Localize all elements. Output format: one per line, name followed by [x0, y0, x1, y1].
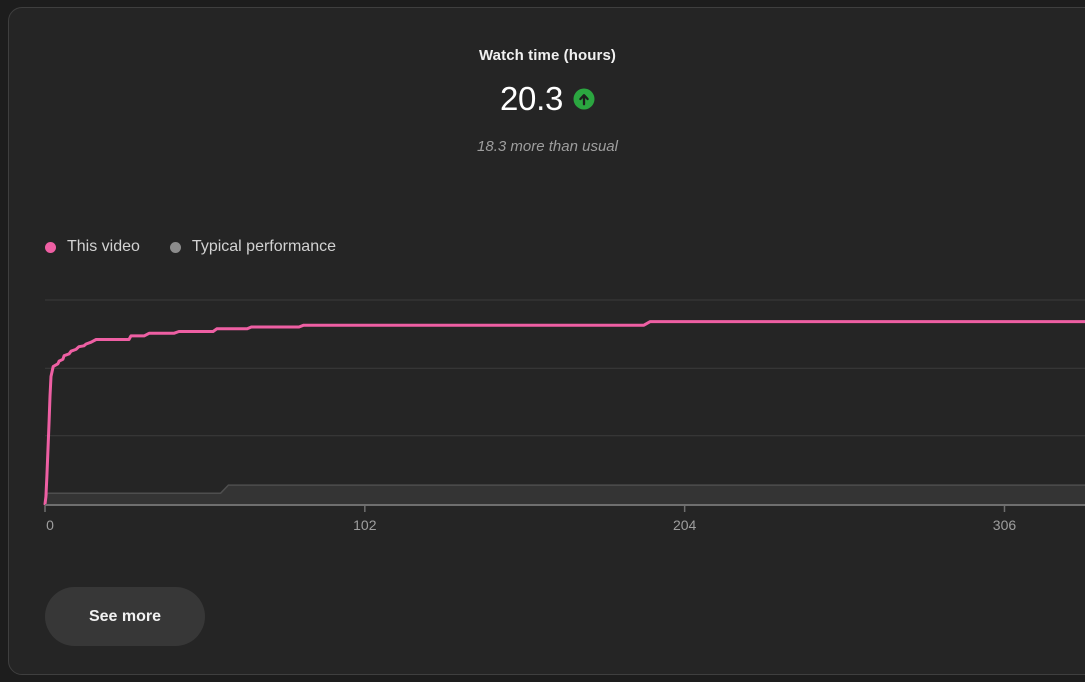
watch-time-card: Watch time (hours) 20.3 18.3 more than u… — [8, 7, 1085, 675]
legend-item-this-video: This video — [45, 238, 140, 256]
metric-value-row: 20.3 — [9, 80, 1085, 118]
legend-label: Typical performance — [191, 238, 336, 255]
svg-text:102: 102 — [353, 517, 377, 533]
typical-performance-dot-icon — [169, 241, 181, 253]
trend-up-icon — [573, 88, 595, 110]
watch-time-chart[interactable]: 0 102 204 306 — [43, 299, 1085, 539]
legend-label: This video — [67, 238, 140, 255]
metric-title: Watch time (hours) — [478, 47, 617, 64]
this-video-dot-icon — [45, 241, 56, 253]
see-more-button[interactable]: See more — [45, 587, 205, 646]
legend-item-typical-performance: Typical performance — [169, 238, 336, 256]
svg-text:204: 204 — [673, 517, 697, 533]
metric-header: Watch time (hours) 20.3 18.3 more than u… — [9, 47, 1085, 155]
metric-comparison-note: 18.3 more than usual — [477, 138, 618, 155]
svg-text:306: 306 — [993, 517, 1017, 533]
chart-legend: This video Typical performance — [45, 238, 336, 256]
svg-text:0: 0 — [46, 517, 54, 533]
metric-value: 20.3 — [499, 80, 564, 117]
